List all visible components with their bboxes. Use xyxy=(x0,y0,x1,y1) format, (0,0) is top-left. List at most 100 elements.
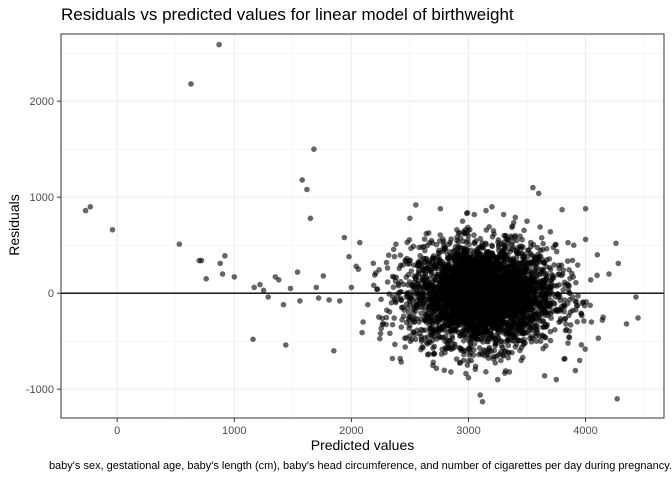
data-point xyxy=(574,262,581,268)
data-point xyxy=(548,281,554,287)
data-point xyxy=(495,326,501,333)
data-point xyxy=(496,247,502,254)
data-point xyxy=(561,308,567,315)
data-point xyxy=(434,298,441,304)
data-point xyxy=(547,328,554,335)
data-point xyxy=(551,301,558,307)
data-point xyxy=(493,337,499,344)
data-point xyxy=(445,317,451,324)
data-point xyxy=(521,289,528,295)
data-point xyxy=(594,252,601,258)
data-point xyxy=(567,296,573,303)
data-point xyxy=(455,239,462,246)
data-point xyxy=(489,242,495,249)
data-point xyxy=(428,263,435,269)
data-point xyxy=(493,256,500,263)
data-point xyxy=(489,251,496,258)
data-point xyxy=(450,340,456,347)
data-point xyxy=(548,310,554,317)
data-point xyxy=(562,355,568,362)
data-point xyxy=(543,246,550,252)
data-point xyxy=(502,259,508,265)
data-point xyxy=(563,321,569,327)
data-point xyxy=(573,302,580,309)
data-point xyxy=(383,259,390,266)
data-point xyxy=(578,311,585,317)
data-point xyxy=(544,322,550,328)
data-point xyxy=(307,215,314,222)
data-point xyxy=(457,262,463,269)
data-point xyxy=(476,345,483,351)
data-point xyxy=(587,277,594,283)
data-point xyxy=(422,317,428,324)
data-point xyxy=(477,235,484,242)
data-point xyxy=(408,245,414,252)
data-point xyxy=(408,268,415,274)
data-point xyxy=(561,279,568,286)
data-point xyxy=(424,341,431,347)
data-point xyxy=(573,307,579,313)
data-point xyxy=(447,311,453,318)
data-point xyxy=(475,250,482,257)
data-point xyxy=(437,205,444,212)
data-point xyxy=(561,316,568,322)
data-point xyxy=(438,351,445,357)
data-point xyxy=(454,227,460,233)
data-point xyxy=(389,321,396,328)
data-point xyxy=(311,146,317,152)
data-point xyxy=(540,333,547,339)
data-point xyxy=(503,308,510,314)
data-point xyxy=(588,319,595,325)
data-point xyxy=(359,329,365,336)
data-point xyxy=(473,268,479,275)
data-point xyxy=(415,283,422,290)
data-point xyxy=(496,242,502,248)
data-point xyxy=(477,265,483,271)
data-point xyxy=(436,260,442,267)
data-point xyxy=(550,244,557,251)
data-point xyxy=(379,315,386,322)
data-point xyxy=(465,232,472,239)
data-point xyxy=(219,271,226,277)
data-point xyxy=(412,331,418,338)
data-point xyxy=(505,354,512,361)
data-point xyxy=(521,316,527,322)
data-point xyxy=(485,257,491,263)
data-point xyxy=(510,331,517,338)
data-point xyxy=(614,396,620,402)
data-point xyxy=(502,265,509,271)
data-point xyxy=(595,335,602,342)
data-point xyxy=(482,265,488,272)
data-point xyxy=(594,272,600,279)
data-point xyxy=(494,261,500,267)
data-point xyxy=(390,284,397,291)
data-point xyxy=(520,310,527,316)
data-point xyxy=(471,211,478,218)
data-point xyxy=(575,293,581,299)
data-point xyxy=(567,309,574,315)
data-point xyxy=(471,256,478,262)
data-point xyxy=(483,369,489,375)
data-point xyxy=(483,285,490,292)
data-point xyxy=(418,310,424,317)
data-point xyxy=(442,301,448,308)
data-point xyxy=(414,327,421,334)
data-point xyxy=(385,252,392,258)
data-point xyxy=(504,236,511,243)
data-point xyxy=(203,276,209,282)
data-point xyxy=(451,261,458,267)
data-point xyxy=(451,274,458,281)
data-point xyxy=(468,333,475,339)
data-point xyxy=(479,398,486,405)
data-point xyxy=(565,340,571,346)
data-point xyxy=(446,249,453,255)
data-point xyxy=(446,241,452,248)
data-point xyxy=(547,337,554,344)
data-point xyxy=(493,286,500,292)
data-point xyxy=(606,271,612,277)
data-point xyxy=(522,276,528,282)
data-point xyxy=(407,289,413,296)
data-point xyxy=(506,369,513,375)
data-point xyxy=(431,282,437,289)
data-point xyxy=(536,257,542,264)
